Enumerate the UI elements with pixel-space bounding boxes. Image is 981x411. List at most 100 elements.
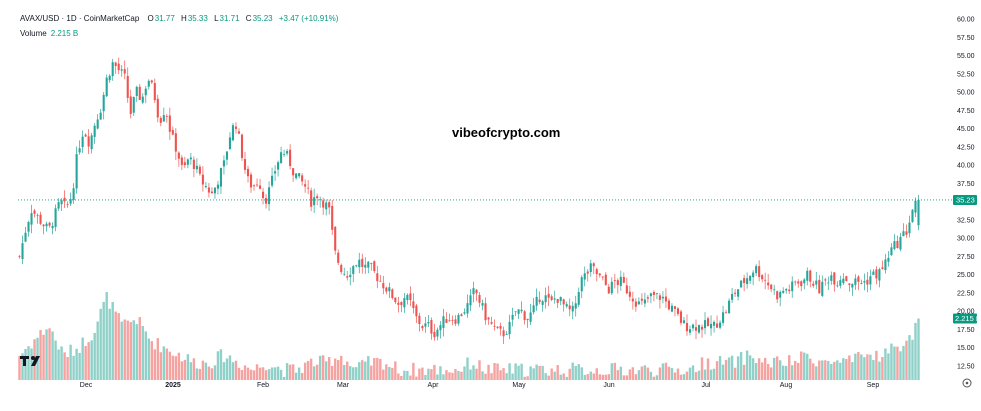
x-tick-label: Apr — [428, 382, 440, 389]
last-price-label: 35.23 — [956, 195, 975, 204]
volume-bar — [514, 363, 517, 380]
volume-bar — [460, 371, 463, 380]
volume-bar — [346, 361, 349, 380]
volume-bar — [718, 356, 722, 380]
candle-body — [228, 137, 232, 149]
candle-body — [836, 285, 839, 287]
volume-bar — [78, 352, 81, 380]
volume-bar — [57, 349, 60, 380]
high-value: 35.33 — [187, 14, 208, 23]
volume-bar — [466, 357, 469, 380]
candle-body — [147, 80, 150, 87]
volume-bar — [766, 363, 770, 380]
x-axis: Dec 2025 Feb Mar Apr May Jun Jul Aug Sep — [80, 382, 880, 389]
volume-bar — [547, 375, 550, 380]
volume-bar — [556, 365, 559, 380]
volume-bar — [643, 365, 647, 380]
volume-bar — [791, 365, 794, 380]
volume-bar — [364, 361, 367, 380]
candle-body — [737, 289, 740, 297]
candle-body — [216, 184, 219, 189]
x-tick-label: Dec — [80, 382, 93, 389]
candle-body — [343, 273, 346, 275]
candle-body — [18, 256, 21, 257]
candle-body — [192, 159, 195, 170]
volume-bar — [225, 358, 229, 380]
volume-bar — [216, 351, 220, 380]
candle-body — [670, 305, 674, 312]
volume-bar — [598, 374, 601, 380]
volume-bar — [496, 363, 499, 380]
y-tick-label: 12.50 — [957, 364, 975, 371]
volume-bar — [30, 348, 33, 380]
candle-body — [697, 325, 701, 333]
candle-body — [598, 273, 601, 276]
volume-bar — [388, 367, 391, 380]
candle-body — [682, 320, 686, 324]
volume-bar — [111, 301, 114, 380]
candle-body — [466, 303, 469, 314]
tradingview-logo-icon — [20, 356, 40, 366]
volume-bar — [794, 360, 797, 380]
candle-body — [788, 289, 791, 292]
volume-bar — [180, 361, 184, 380]
candle-body — [580, 277, 583, 292]
candle-body — [261, 191, 265, 199]
candle-body — [640, 298, 643, 301]
volume-bar — [433, 364, 436, 380]
volume-bar — [754, 363, 758, 380]
x-tick-label: Sep — [867, 382, 880, 389]
volume-bar — [385, 364, 388, 380]
volume-bar — [376, 357, 379, 380]
candle-body — [271, 175, 274, 186]
volume-bar — [355, 367, 358, 380]
candle-body — [240, 134, 244, 158]
volume-bar — [812, 363, 815, 380]
candle-body — [712, 321, 716, 326]
candle-body — [54, 208, 57, 227]
volume-bar — [532, 368, 535, 380]
candle-body — [848, 283, 851, 285]
y-tick-label: 25.00 — [957, 272, 975, 279]
volume-bar — [658, 367, 662, 380]
candle-body — [875, 269, 878, 279]
candle-body — [316, 196, 319, 199]
candle-body — [84, 134, 87, 137]
candle-body — [72, 188, 75, 200]
volume-value-label: 2.215 B — [955, 314, 981, 323]
y-tick-label: 20.00 — [957, 309, 975, 316]
candle-body — [731, 293, 734, 300]
volume-bar — [824, 360, 827, 380]
volume-bar — [709, 369, 713, 380]
candle-body — [532, 305, 535, 313]
candle-body — [234, 126, 238, 129]
candle-body — [162, 115, 165, 122]
volume-bar — [878, 361, 881, 380]
candle-body — [851, 283, 854, 288]
candle-body — [673, 306, 677, 309]
volume-bar — [857, 351, 860, 380]
candle-body — [800, 281, 803, 287]
volume-bar — [565, 376, 568, 380]
volume-bar — [544, 373, 547, 380]
volume-bar — [397, 373, 400, 380]
volume-bar — [288, 364, 292, 380]
candle-body — [123, 69, 126, 74]
volume-bar — [815, 366, 818, 380]
volume-bar — [628, 369, 632, 380]
volume-label: Volume — [20, 29, 47, 38]
volume-legend: Volume 2.215 B — [20, 29, 78, 38]
volume-bar — [523, 376, 526, 380]
candle-body — [96, 119, 99, 129]
candle-body — [499, 326, 502, 329]
volume-bar — [258, 367, 262, 380]
candle-body — [391, 289, 394, 299]
volume-bar — [93, 332, 96, 380]
volume-bar — [607, 374, 611, 380]
volume-bar — [186, 354, 190, 380]
volume-bar — [481, 371, 484, 380]
volume-bar — [595, 368, 598, 380]
volume-bar — [646, 367, 650, 380]
candle-body — [830, 275, 833, 281]
